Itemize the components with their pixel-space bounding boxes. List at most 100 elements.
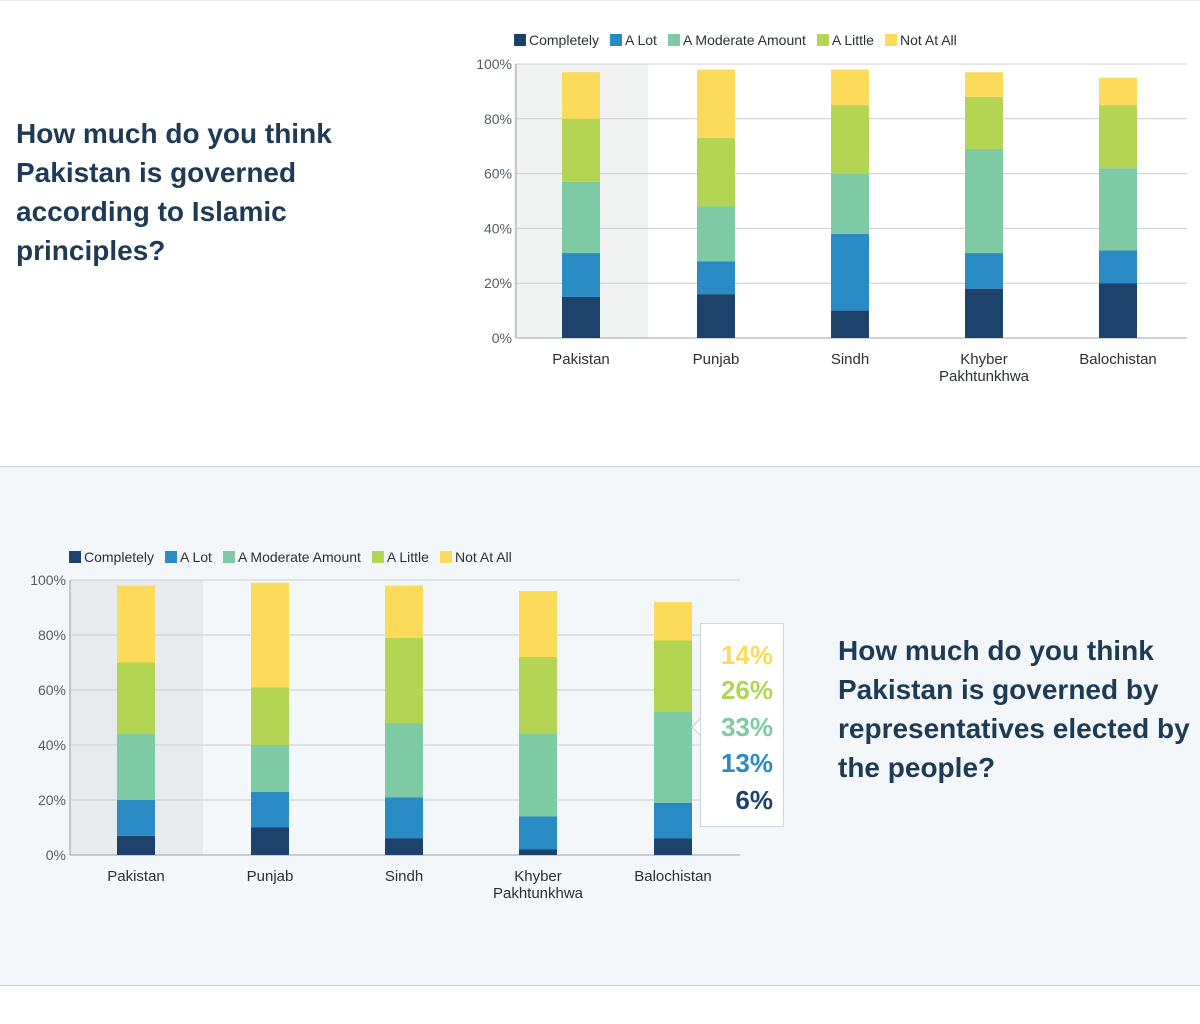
legend-label-a-lot: A Lot <box>625 32 657 48</box>
bar-balochistan-a-moderate-amount <box>654 712 692 803</box>
bar-khyber-pakhtunkhwa-a-little <box>965 96 1003 149</box>
legend-swatch-a-lot <box>165 551 178 563</box>
tooltip-value-a-little: 26% <box>720 675 773 705</box>
bar-punjab-a-little <box>251 687 289 745</box>
legend-label-completely: Completely <box>529 32 599 48</box>
y-tick-label: 20% <box>484 275 512 291</box>
bar-pakistan-a-little <box>117 662 155 734</box>
legend-swatch-a-moderate-amount <box>667 34 680 46</box>
legend-swatch-a-moderate-amount <box>222 551 235 563</box>
bar-pakistan-a-moderate-amount <box>562 181 600 254</box>
bar-khyber-pakhtunkhwa-completely <box>965 288 1003 338</box>
stacked-bar-chart-elected: 0% 20% 40% 60% 80% 100% Pakistan Punjab Sindh Khy… <box>30 549 740 902</box>
tooltip-value-completely: 6% <box>735 785 773 815</box>
bar-punjab-a-lot <box>697 261 735 295</box>
x-tick-label: Balochistan <box>1079 351 1157 368</box>
legend-label-not-at-all: Not At All <box>455 549 512 565</box>
bar-sindh-completely <box>831 310 869 338</box>
legend-label-not-at-all: Not At All <box>900 32 957 48</box>
bar-sindh-not-at-all <box>385 585 423 638</box>
bar-balochistan-a-moderate-amount <box>1099 168 1137 251</box>
bar-sindh-a-moderate-amount <box>831 173 869 234</box>
question-title: How much do you think Pakistan is govern… <box>16 118 332 266</box>
bar-balochistan-a-little <box>654 640 692 712</box>
x-tick-label: Balochistan <box>634 868 712 885</box>
bar-sindh-a-moderate-amount <box>385 723 423 798</box>
bar-punjab-a-moderate-amount <box>251 745 289 792</box>
bar-punjab-not-at-all <box>697 69 735 138</box>
bar-sindh-not-at-all <box>831 69 869 106</box>
bar-sindh-a-lot <box>831 233 869 311</box>
bar-punjab-a-moderate-amount <box>697 206 735 262</box>
legend-label-completely: Completely <box>84 549 154 565</box>
legend-label-a-little: A Little <box>832 32 874 48</box>
bar-balochistan-a-lot <box>654 802 692 839</box>
bar-punjab-completely <box>697 294 735 338</box>
y-tick-label: 0% <box>46 847 66 863</box>
bar-khyber-pakhtunkhwa-completely <box>519 849 557 855</box>
bar-khyber-pakhtunkhwa-a-little <box>519 657 557 734</box>
bar-punjab-not-at-all <box>251 582 289 688</box>
chart-section-islamic-principles: How much do you think Pakistan is govern… <box>0 0 1200 467</box>
question-title: How much do you think Pakistan is govern… <box>838 635 1190 783</box>
bar-punjab-a-lot <box>251 791 289 828</box>
bar-pakistan-a-lot <box>562 253 600 297</box>
x-tick-label: Pakhtunkhwa <box>493 885 584 902</box>
bar-balochistan-a-little <box>1099 105 1137 169</box>
bar-pakistan-a-little <box>562 118 600 182</box>
y-tick-label: 20% <box>38 792 66 808</box>
bar-pakistan-completely <box>117 835 155 855</box>
legend-swatch-a-little <box>816 34 829 46</box>
bar-sindh-a-lot <box>385 797 423 839</box>
y-tick-label: 80% <box>484 111 512 127</box>
legend-label-a-lot: A Lot <box>180 549 212 565</box>
legend-swatch-not-at-all <box>439 551 452 563</box>
bar-punjab-completely <box>251 827 289 855</box>
bar-pakistan-not-at-all <box>117 585 155 663</box>
bar-khyber-pakhtunkhwa-a-moderate-amount <box>965 148 1003 254</box>
bar-khyber-pakhtunkhwa-not-at-all <box>965 72 1003 97</box>
y-tick-label: 40% <box>484 220 512 236</box>
tooltip-arrow-fill <box>693 718 702 736</box>
legend-label-a-moderate-amount: A Moderate Amount <box>683 32 806 48</box>
bar-pakistan-a-lot <box>117 800 155 836</box>
y-tick-label: 60% <box>38 682 66 698</box>
tooltip-value-a-lot: 13% <box>720 748 773 778</box>
x-tick-label: Pakhtunkhwa <box>939 368 1030 385</box>
x-tick-label: Pakistan <box>107 868 165 885</box>
legend-swatch-a-lot <box>610 34 623 46</box>
bar-pakistan-completely <box>562 296 600 338</box>
legend-swatch-not-at-all <box>884 34 897 46</box>
balochistan-value-tooltip: 14% 26% 33% 13% 6% <box>700 623 784 827</box>
y-tick-label: 40% <box>38 737 66 753</box>
x-tick-label: Khyber <box>960 351 1008 368</box>
y-tick-label: 80% <box>38 627 66 643</box>
bar-punjab-a-little <box>697 137 735 207</box>
bar-sindh-a-little <box>385 637 423 723</box>
x-tick-label: Punjab <box>247 868 294 885</box>
bar-balochistan-not-at-all <box>1099 77 1137 106</box>
chart-section-elected-representatives: 0% 20% 40% 60% 80% 100% Pakistan Punjab Sindh Khy… <box>0 466 1200 986</box>
legend-label-a-little: A Little <box>387 549 429 565</box>
legend-swatch-completely <box>69 551 81 563</box>
bar-khyber-pakhtunkhwa-not-at-all <box>519 591 557 657</box>
y-tick-label: 100% <box>30 572 66 588</box>
bar-khyber-pakhtunkhwa-a-lot <box>965 253 1003 289</box>
bar-pakistan-a-moderate-amount <box>117 734 155 800</box>
bar-khyber-pakhtunkhwa-a-moderate-amount <box>519 734 557 817</box>
bar-sindh-completely <box>385 838 423 855</box>
x-tick-label: Sindh <box>831 351 869 368</box>
bar-balochistan-completely <box>1099 283 1137 338</box>
legend-swatch-completely <box>514 34 526 46</box>
y-tick-label: 60% <box>484 166 512 182</box>
x-tick-label: Sindh <box>385 868 423 885</box>
legend-swatch-a-little <box>371 551 384 563</box>
bar-balochistan-a-lot <box>1099 250 1137 284</box>
tooltip-value-moderate: 33% <box>720 712 773 742</box>
x-tick-label: Pakistan <box>552 351 610 368</box>
x-tick-label: Khyber <box>514 868 562 885</box>
bar-balochistan-completely <box>654 838 692 855</box>
legend-label-a-moderate-amount: A Moderate Amount <box>238 549 361 565</box>
x-tick-label: Punjab <box>693 351 740 368</box>
stacked-bar-chart-islamic: 0% 20% 40% 60% 80% 100% Pakistan Punjab Sindh Khy… <box>476 32 1187 385</box>
